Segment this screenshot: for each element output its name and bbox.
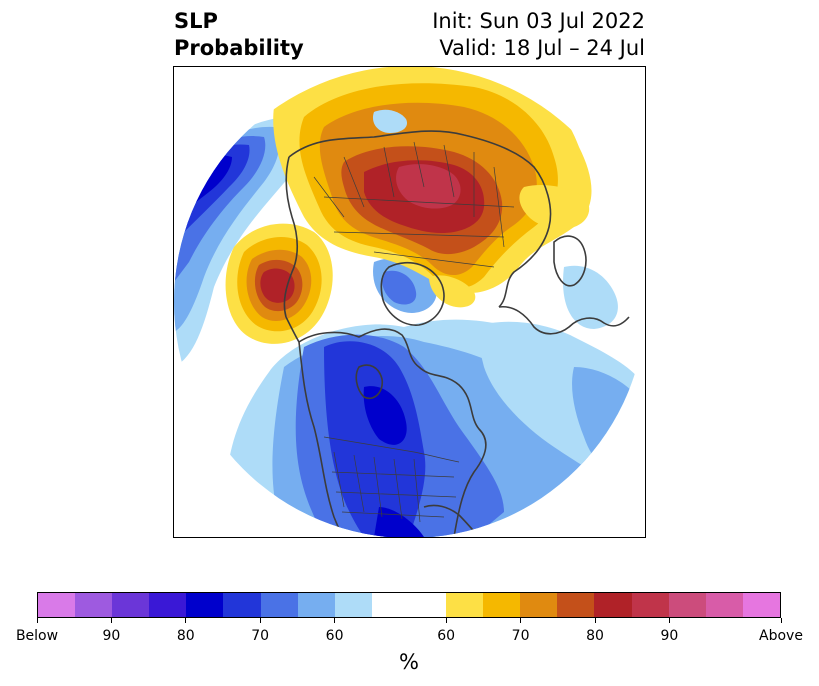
scandinavia-coastline: [553, 235, 587, 287]
na-blue-deep-core: [363, 386, 407, 445]
colorbar-tick: [36, 618, 38, 623]
colorbar-unit-label: %: [399, 650, 419, 674]
colorbar-tick-label: 90: [102, 628, 121, 644]
colorbar-above-seg-6: [668, 593, 706, 617]
title-metric: Probability: [174, 36, 304, 60]
greenland-coastline: [380, 261, 445, 326]
siberia-pacific-coastline: [283, 156, 299, 318]
colorbar-below-seg-3: [149, 593, 187, 617]
eurasia-arctic-coastline: [288, 130, 552, 308]
title-variable: SLP: [174, 9, 218, 33]
map-panel: [173, 66, 646, 538]
colorbar-tick: [594, 618, 596, 623]
probability-colorbar: [37, 592, 781, 618]
colorbar-tick-label: 60: [325, 628, 344, 644]
colorbar-above-seg-3: [557, 593, 595, 617]
colorbar-below-seg-8: [334, 593, 372, 617]
colorbar-tick-label: 90: [660, 628, 679, 644]
us-state-borders: [331, 451, 457, 523]
colorbar-tick-label: Below: [15, 628, 59, 644]
east-asia-yellow-region: [519, 185, 590, 229]
europe-coastline: [498, 305, 630, 335]
colorbar-tick: [259, 618, 261, 623]
eurasia-crimson-core: [396, 164, 461, 209]
colorbar-above-seg-8: [742, 593, 780, 617]
europe-blue-light-patch: [563, 265, 618, 329]
atlantic-blue-mid-region: [572, 367, 645, 497]
alaska-coastline: [285, 316, 300, 343]
colorbar-below-seg-4: [186, 593, 224, 617]
colorbar-above-seg-1: [483, 593, 521, 617]
colorbar-tick-label: 80: [586, 628, 604, 644]
colorbar-below-seg-6: [260, 593, 298, 617]
colorbar-below-seg-7: [297, 593, 335, 617]
colorbar-tick: [185, 618, 187, 623]
colorbar-tick: [110, 618, 112, 623]
us-canada-border: [323, 436, 460, 463]
political-borders: [313, 141, 515, 523]
greenland-blue-core: [382, 270, 417, 305]
colorbar-tick-label: 80: [176, 628, 195, 644]
colorbar-below-seg-5: [223, 593, 261, 617]
arctic-blue-light-patch: [372, 109, 408, 133]
colorbar-tick-label: 70: [511, 628, 530, 644]
colorbar-neutral-seg: [371, 593, 447, 617]
colorbar-tick: [520, 618, 522, 623]
north-america-coastline: [298, 328, 487, 537]
valid-range: Valid: 18 Jul – 24 Jul: [439, 36, 645, 60]
colorbar-below-seg-1: [75, 593, 113, 617]
colorbar-above-seg-0: [446, 593, 484, 617]
eurasia-country-borders: [313, 141, 515, 268]
colorbar-tick-label: 60: [437, 628, 456, 644]
colorbar-below-seg-0: [38, 593, 76, 617]
colorbar-tick: [780, 618, 782, 623]
title-left: SLP Probability: [174, 8, 304, 62]
colorbar-above-seg-4: [594, 593, 632, 617]
init-date: Init: Sun 03 Jul 2022: [432, 9, 645, 33]
hudson-bay-coastline: [355, 364, 384, 399]
colorbar-above-seg-2: [520, 593, 558, 617]
colorbar-tick: [334, 618, 336, 623]
probability-map: [174, 67, 645, 537]
colorbar-below-seg-2: [112, 593, 150, 617]
colorbar-tick: [668, 618, 670, 623]
colorbar-above-seg-7: [705, 593, 743, 617]
na-blue-strong-region: [324, 341, 426, 537]
colorbar-tick-label: 70: [251, 628, 270, 644]
coastlines: [283, 130, 630, 537]
colorbar-above-seg-5: [631, 593, 669, 617]
title-right: Init: Sun 03 Jul 2022 Valid: 18 Jul – 24…: [432, 8, 645, 62]
colorbar-tick-label: Above: [759, 628, 803, 644]
colorbar-tick: [445, 618, 447, 623]
